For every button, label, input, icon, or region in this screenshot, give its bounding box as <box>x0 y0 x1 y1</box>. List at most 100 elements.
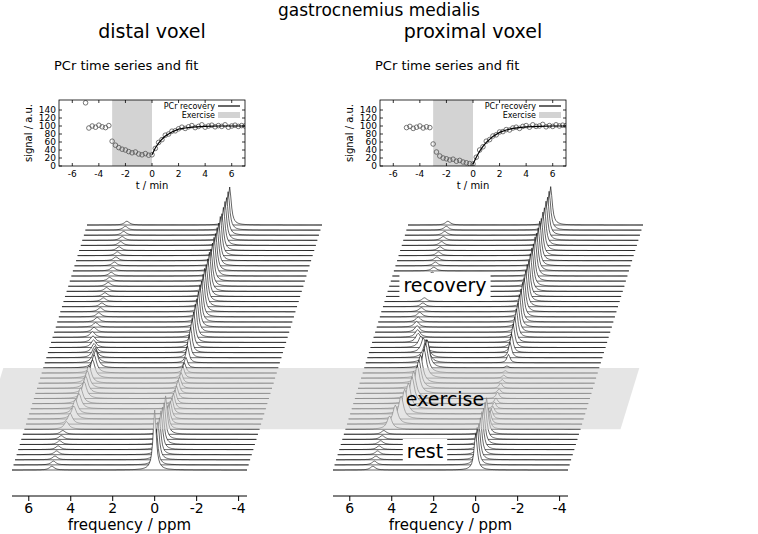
legend-label: PCr recovery <box>164 102 216 111</box>
y-tick-mirror <box>242 126 245 127</box>
data-point <box>428 125 433 130</box>
figure: gastrocnemius medialis 6 4 2 0 -2 -4 frequency … <box>0 0 758 534</box>
spectrum-trace <box>54 299 289 333</box>
y-tick-mirror <box>242 110 245 111</box>
fit-line <box>473 126 566 164</box>
y-tick <box>380 150 383 151</box>
frequency-tick-label: 0 <box>471 500 480 516</box>
phase-label: exercise <box>406 388 484 410</box>
spectrum-trace <box>383 271 618 307</box>
data-point <box>441 156 446 161</box>
spectrum-trace <box>14 429 249 465</box>
panel-title: distal voxel <box>98 20 206 42</box>
y-tick-mirror <box>563 142 566 143</box>
spectrum-trace <box>400 212 635 250</box>
inset-frame <box>59 100 245 166</box>
data-point <box>461 160 466 165</box>
spectrum-trace <box>68 249 303 286</box>
x-tick <box>152 163 153 166</box>
y-tick-mirror <box>563 118 566 119</box>
x-tick <box>98 163 99 166</box>
data-point <box>130 151 135 156</box>
x-tick-mirror <box>72 100 73 103</box>
spectrum-trace <box>335 427 570 465</box>
inset-title: PCr time series and fit <box>375 58 519 73</box>
x-tick-label: 6 <box>550 169 556 179</box>
y-tick <box>59 110 62 111</box>
x-tick-mirror <box>393 100 394 103</box>
spectrum-trace <box>65 259 300 297</box>
legend-label: PCr recovery <box>485 102 537 111</box>
x-tick <box>178 163 179 166</box>
data-point <box>100 125 105 130</box>
phase-label: rest <box>407 440 443 462</box>
x-tick <box>526 163 527 166</box>
data-point <box>120 147 125 152</box>
legend-label: Exercise <box>503 111 536 120</box>
panel-title: proximal voxel <box>404 20 542 42</box>
y-tick-label: 140 <box>39 105 56 115</box>
y-tick-mirror <box>242 150 245 151</box>
data-point <box>136 152 141 157</box>
data-point <box>454 159 459 164</box>
y-tick <box>380 134 383 135</box>
spectrum-trace <box>367 340 602 358</box>
y-tick-label: 140 <box>360 105 377 115</box>
frequency-axis <box>12 496 247 497</box>
spectrum-trace <box>73 234 308 271</box>
legend-swatch <box>539 112 561 118</box>
data-point <box>83 101 88 106</box>
frequency-tick-label: -2 <box>511 500 525 516</box>
x-tick-mirror <box>473 100 474 103</box>
y-tick <box>380 118 383 119</box>
spectrum-trace <box>371 324 606 348</box>
y-tick-mirror <box>242 166 245 167</box>
spectrum-trace <box>56 292 291 327</box>
spectrum-trace <box>369 334 604 352</box>
frequency-tick-label: 6 <box>24 500 33 516</box>
y-tick-mirror <box>242 142 245 143</box>
y-axis-title: signal / a.u. <box>344 104 355 162</box>
frequency-tick-label: 6 <box>345 500 354 516</box>
data-point <box>107 123 112 128</box>
spectrum-trace <box>336 424 571 460</box>
frequency-axis-title: frequency / ppm <box>389 516 512 534</box>
phase-label: recovery <box>403 274 486 296</box>
x-tick-label: 4 <box>523 169 529 179</box>
figure-title: gastrocnemius medialis <box>278 0 480 20</box>
spectrum-trace <box>364 340 599 368</box>
data-point <box>431 142 436 147</box>
y-tick-mirror <box>563 126 566 127</box>
data-point <box>113 143 118 148</box>
frequency-tick-label: 0 <box>150 500 159 516</box>
y-tick-mirror <box>563 158 566 159</box>
x-tick-label: -4 <box>415 169 424 179</box>
data-point <box>471 162 476 166</box>
x-tick-label: -2 <box>121 169 130 179</box>
spectrum-trace <box>45 346 280 363</box>
x-tick <box>499 163 500 166</box>
spectrum-trace <box>64 265 299 302</box>
legend-swatch <box>539 105 561 106</box>
spectrum-trace <box>53 304 288 337</box>
x-tick-label: 2 <box>176 169 182 179</box>
exercise-span <box>433 100 473 166</box>
frequency-tick-label: -4 <box>553 500 567 516</box>
spectrum-trace <box>67 252 302 291</box>
x-axis-title: t / min <box>136 180 169 191</box>
frequency-tick-label: 4 <box>387 500 396 516</box>
spectrum-trace <box>85 192 320 230</box>
inset-frame <box>380 100 566 166</box>
frequency-axis <box>333 496 568 497</box>
frequency-tick-label: 4 <box>66 500 75 516</box>
y-tick <box>59 126 62 127</box>
y-tick-mirror <box>242 118 245 119</box>
spectrum-trace <box>75 228 310 266</box>
spectrum-trace <box>59 281 294 317</box>
y-tick <box>380 126 383 127</box>
x-tick-label: 0 <box>149 169 155 179</box>
spectrum-trace <box>71 237 306 276</box>
data-point <box>110 139 115 144</box>
x-tick-label: -2 <box>442 169 451 179</box>
y-tick-mirror <box>242 134 245 135</box>
